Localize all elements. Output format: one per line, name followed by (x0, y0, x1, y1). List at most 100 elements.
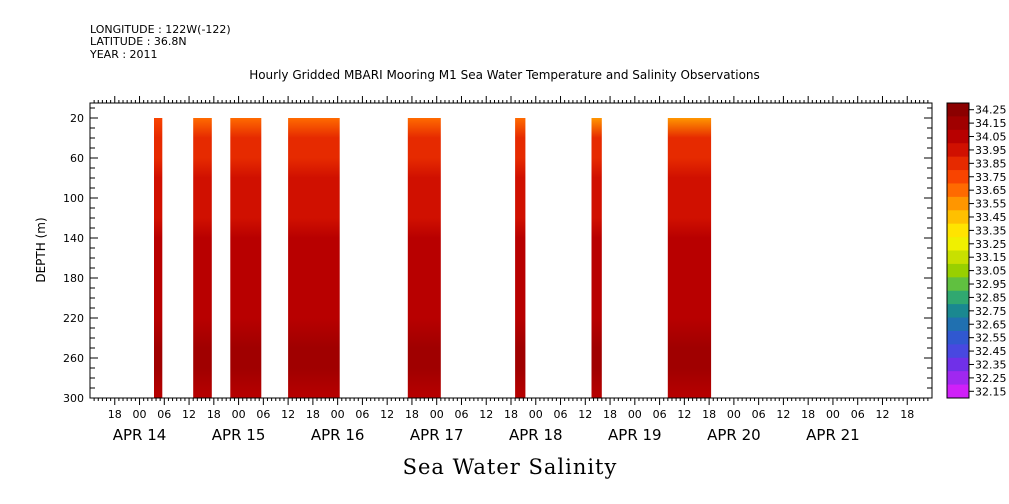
colorbar-label: 33.45 (975, 211, 1007, 224)
longitude-label: LONGITUDE : 122W(-122) (90, 23, 231, 36)
colorbar-cell (947, 344, 969, 359)
colorbar-cell (947, 103, 969, 117)
year-label: YEAR : 2011 (90, 48, 158, 61)
y-axis-label: DEPTH (m) (34, 217, 48, 282)
x-date-label: APR 16 (311, 426, 365, 444)
x-axis-label: Sea Water Salinity (402, 455, 618, 479)
colorbar-cell (947, 223, 969, 238)
x-tick-label: 00 (232, 408, 246, 421)
x-tick-label: 12 (578, 408, 592, 421)
colorbar-cell (947, 237, 969, 251)
x-tick-label: 06 (256, 408, 270, 421)
data-segment (193, 118, 212, 398)
x-tick-label: 00 (529, 408, 543, 421)
x-tick-label: 18 (702, 408, 716, 421)
colorbar-label: 33.55 (975, 198, 1007, 211)
colorbar-frame (946, 102, 970, 399)
x-tick-label: 12 (776, 408, 790, 421)
x-tick-label: 18 (603, 408, 617, 421)
plot-axes: 18 00 06 12 18 00 06 12 18 00 06 12 18 00 06 12 18 00 06 12… (63, 96, 933, 444)
data-segment (288, 118, 340, 398)
x-tick-label: 00 (430, 408, 444, 421)
chart-title: Hourly Gridded MBARI Mooring M1 Sea Wate… (249, 68, 760, 82)
x-tick-label: 18 (108, 408, 122, 421)
colorbar-label: 33.75 (975, 171, 1007, 184)
x-date-label: APR 14 (113, 426, 167, 444)
x-date-label: APR 21 (806, 426, 860, 444)
colorbar-cell (947, 210, 969, 225)
y-tick-label: 220 (63, 312, 84, 325)
colorbar-label: 32.85 (975, 291, 1007, 304)
y-tick-label: 180 (63, 272, 84, 285)
x-date-label: APR 19 (608, 426, 662, 444)
colorbar-label: 34.05 (975, 131, 1007, 144)
colorbar-cell (947, 263, 969, 278)
x-tick-label: 00 (133, 408, 147, 421)
x-tick-label: 06 (554, 408, 568, 421)
x-tick-label: 06 (851, 408, 865, 421)
x-tick-label: 12 (479, 408, 493, 421)
y-tick-label: 60 (70, 152, 84, 165)
x-tick-label: 18 (405, 408, 419, 421)
colorbar-cell (947, 357, 969, 372)
colorbar-cell (947, 183, 969, 198)
x-date-label: APR 18 (509, 426, 563, 444)
colorbar-cell (947, 317, 969, 332)
x-tick-label: 00 (826, 408, 840, 421)
x-tick-label: 18 (207, 408, 221, 421)
x-tick-label: 06 (454, 408, 468, 421)
x-tick-label: 12 (677, 408, 691, 421)
colorbar-label: 33.95 (975, 144, 1007, 157)
data-segment (407, 118, 441, 398)
colorbar-cell (947, 371, 969, 386)
x-tick-label: 12 (281, 408, 295, 421)
colorbar-label: 32.15 (975, 385, 1007, 398)
x-date-label: APR 17 (410, 426, 464, 444)
colorbar-label: 32.65 (975, 318, 1007, 331)
x-tick-label: 12 (380, 408, 394, 421)
y-tick-label: 100 (63, 192, 84, 205)
colorbar-label: 32.75 (975, 305, 1007, 318)
colorbar-cell (947, 277, 969, 292)
colorbar-label: 33.35 (975, 224, 1007, 237)
y-tick-label: 260 (63, 352, 84, 365)
x-tick-label: 06 (653, 408, 667, 421)
colorbar-cell (947, 250, 969, 265)
colorbar-cell (947, 196, 969, 211)
colorbar-label: 32.35 (975, 358, 1007, 371)
colorbar-cell (947, 116, 969, 131)
colorbar-label: 34.25 (975, 104, 1007, 117)
colorbar-cell (947, 156, 969, 171)
data-segment (230, 118, 262, 398)
data-segment (515, 118, 526, 398)
x-tick-label: 12 (875, 408, 889, 421)
data-segment (667, 118, 712, 398)
x-tick-label: 06 (752, 408, 766, 421)
data-segment (591, 118, 602, 398)
colorbar-cell (947, 170, 969, 184)
colorbar-label: 34.15 (975, 117, 1007, 130)
data-segments (154, 118, 712, 398)
colorbar-label: 33.15 (975, 251, 1007, 264)
y-tick-label: 20 (70, 112, 84, 125)
colorbar: 34.2534.1534.0533.9533.8533.7533.6533.55… (946, 102, 1007, 399)
x-date-label: APR 15 (212, 426, 266, 444)
colorbar-cell (947, 330, 969, 345)
colorbar-cell (947, 143, 969, 158)
colorbar-label: 33.85 (975, 157, 1007, 170)
x-tick-label: 12 (182, 408, 196, 421)
y-tick-label: 300 (63, 392, 84, 405)
x-tick-label: 00 (331, 408, 345, 421)
x-tick-label: 18 (504, 408, 518, 421)
colorbar-cell (947, 290, 969, 305)
colorbar-cell (947, 129, 969, 144)
x-tick-label: 18 (900, 408, 914, 421)
x-tick-label: 00 (727, 408, 741, 421)
x-tick-label: 00 (628, 408, 642, 421)
colorbar-label: 32.45 (975, 345, 1007, 358)
x-tick-label: 06 (157, 408, 171, 421)
x-tick-label: 18 (306, 408, 320, 421)
colorbar-cell (947, 384, 969, 399)
colorbar-label: 32.25 (975, 372, 1007, 385)
